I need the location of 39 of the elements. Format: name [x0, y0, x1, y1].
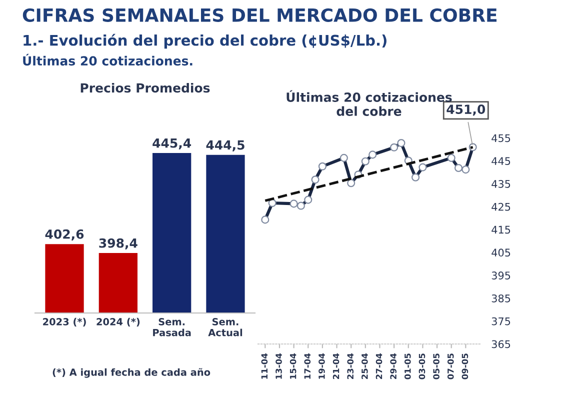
x-tick-label: 19-04 — [318, 353, 325, 379]
x-tick-label: 29-04 — [390, 353, 396, 380]
x-tick-label: 2023 (*) — [43, 318, 86, 327]
x-tick-label: 25-04 — [362, 353, 368, 380]
text: CIFRAS SEMANALES DEL MERCADO DEL COBRE — [22, 8, 497, 22]
y-tick-label: 365 — [492, 340, 510, 348]
data-label: 402,6 — [45, 229, 84, 240]
y-tick-label: 405 — [492, 248, 510, 257]
y-tick-label: 445 — [492, 157, 510, 165]
x-tick-label: 23-04 — [347, 353, 354, 380]
annotation: 451,0 — [446, 104, 486, 116]
x-tick-label: Sem. Actual — [208, 318, 242, 336]
x-tick-label: 15-04 — [290, 353, 296, 379]
x-tick-label: 07-05 — [447, 354, 454, 380]
x-tick-label: 05-05 — [433, 354, 440, 380]
x-tick-label: Sem. Pasada — [153, 318, 191, 336]
text: Últimas 20 cotizaciones. — [23, 54, 192, 66]
x-tick-label: 09-05 — [462, 354, 468, 380]
x-tick-label: 13-04 — [276, 353, 282, 379]
y-tick-label: 385 — [492, 294, 510, 302]
annotation: (*) A igual fecha de cada año — [52, 368, 210, 378]
data-label: 444,5 — [206, 140, 244, 152]
chart-title: Precios Promedios — [80, 82, 210, 93]
data-label: 445,4 — [152, 138, 192, 150]
x-tick-label: 11-04 — [261, 353, 268, 379]
text: 1.- Evolución del precio del cobre (¢US$/Lb.) — [24, 34, 386, 49]
y-tick-label: 425 — [492, 202, 510, 211]
data-label: 398,4 — [99, 238, 138, 250]
y-tick-label: 375 — [492, 317, 510, 326]
x-tick-label: 03-05 — [418, 354, 426, 380]
x-tick-label: 01-05 — [404, 354, 411, 380]
x-tick-label: 2024 (*) — [96, 318, 140, 327]
x-tick-label: 21-04 — [332, 353, 340, 380]
y-tick-label: 395 — [492, 272, 510, 280]
x-tick-label: 17-04 — [304, 353, 311, 379]
y-tick-label: 435 — [492, 180, 510, 188]
y-tick-label: 415 — [492, 226, 510, 234]
y-tick-label: 455 — [492, 134, 510, 142]
x-tick-label: 27-04 — [376, 353, 382, 380]
